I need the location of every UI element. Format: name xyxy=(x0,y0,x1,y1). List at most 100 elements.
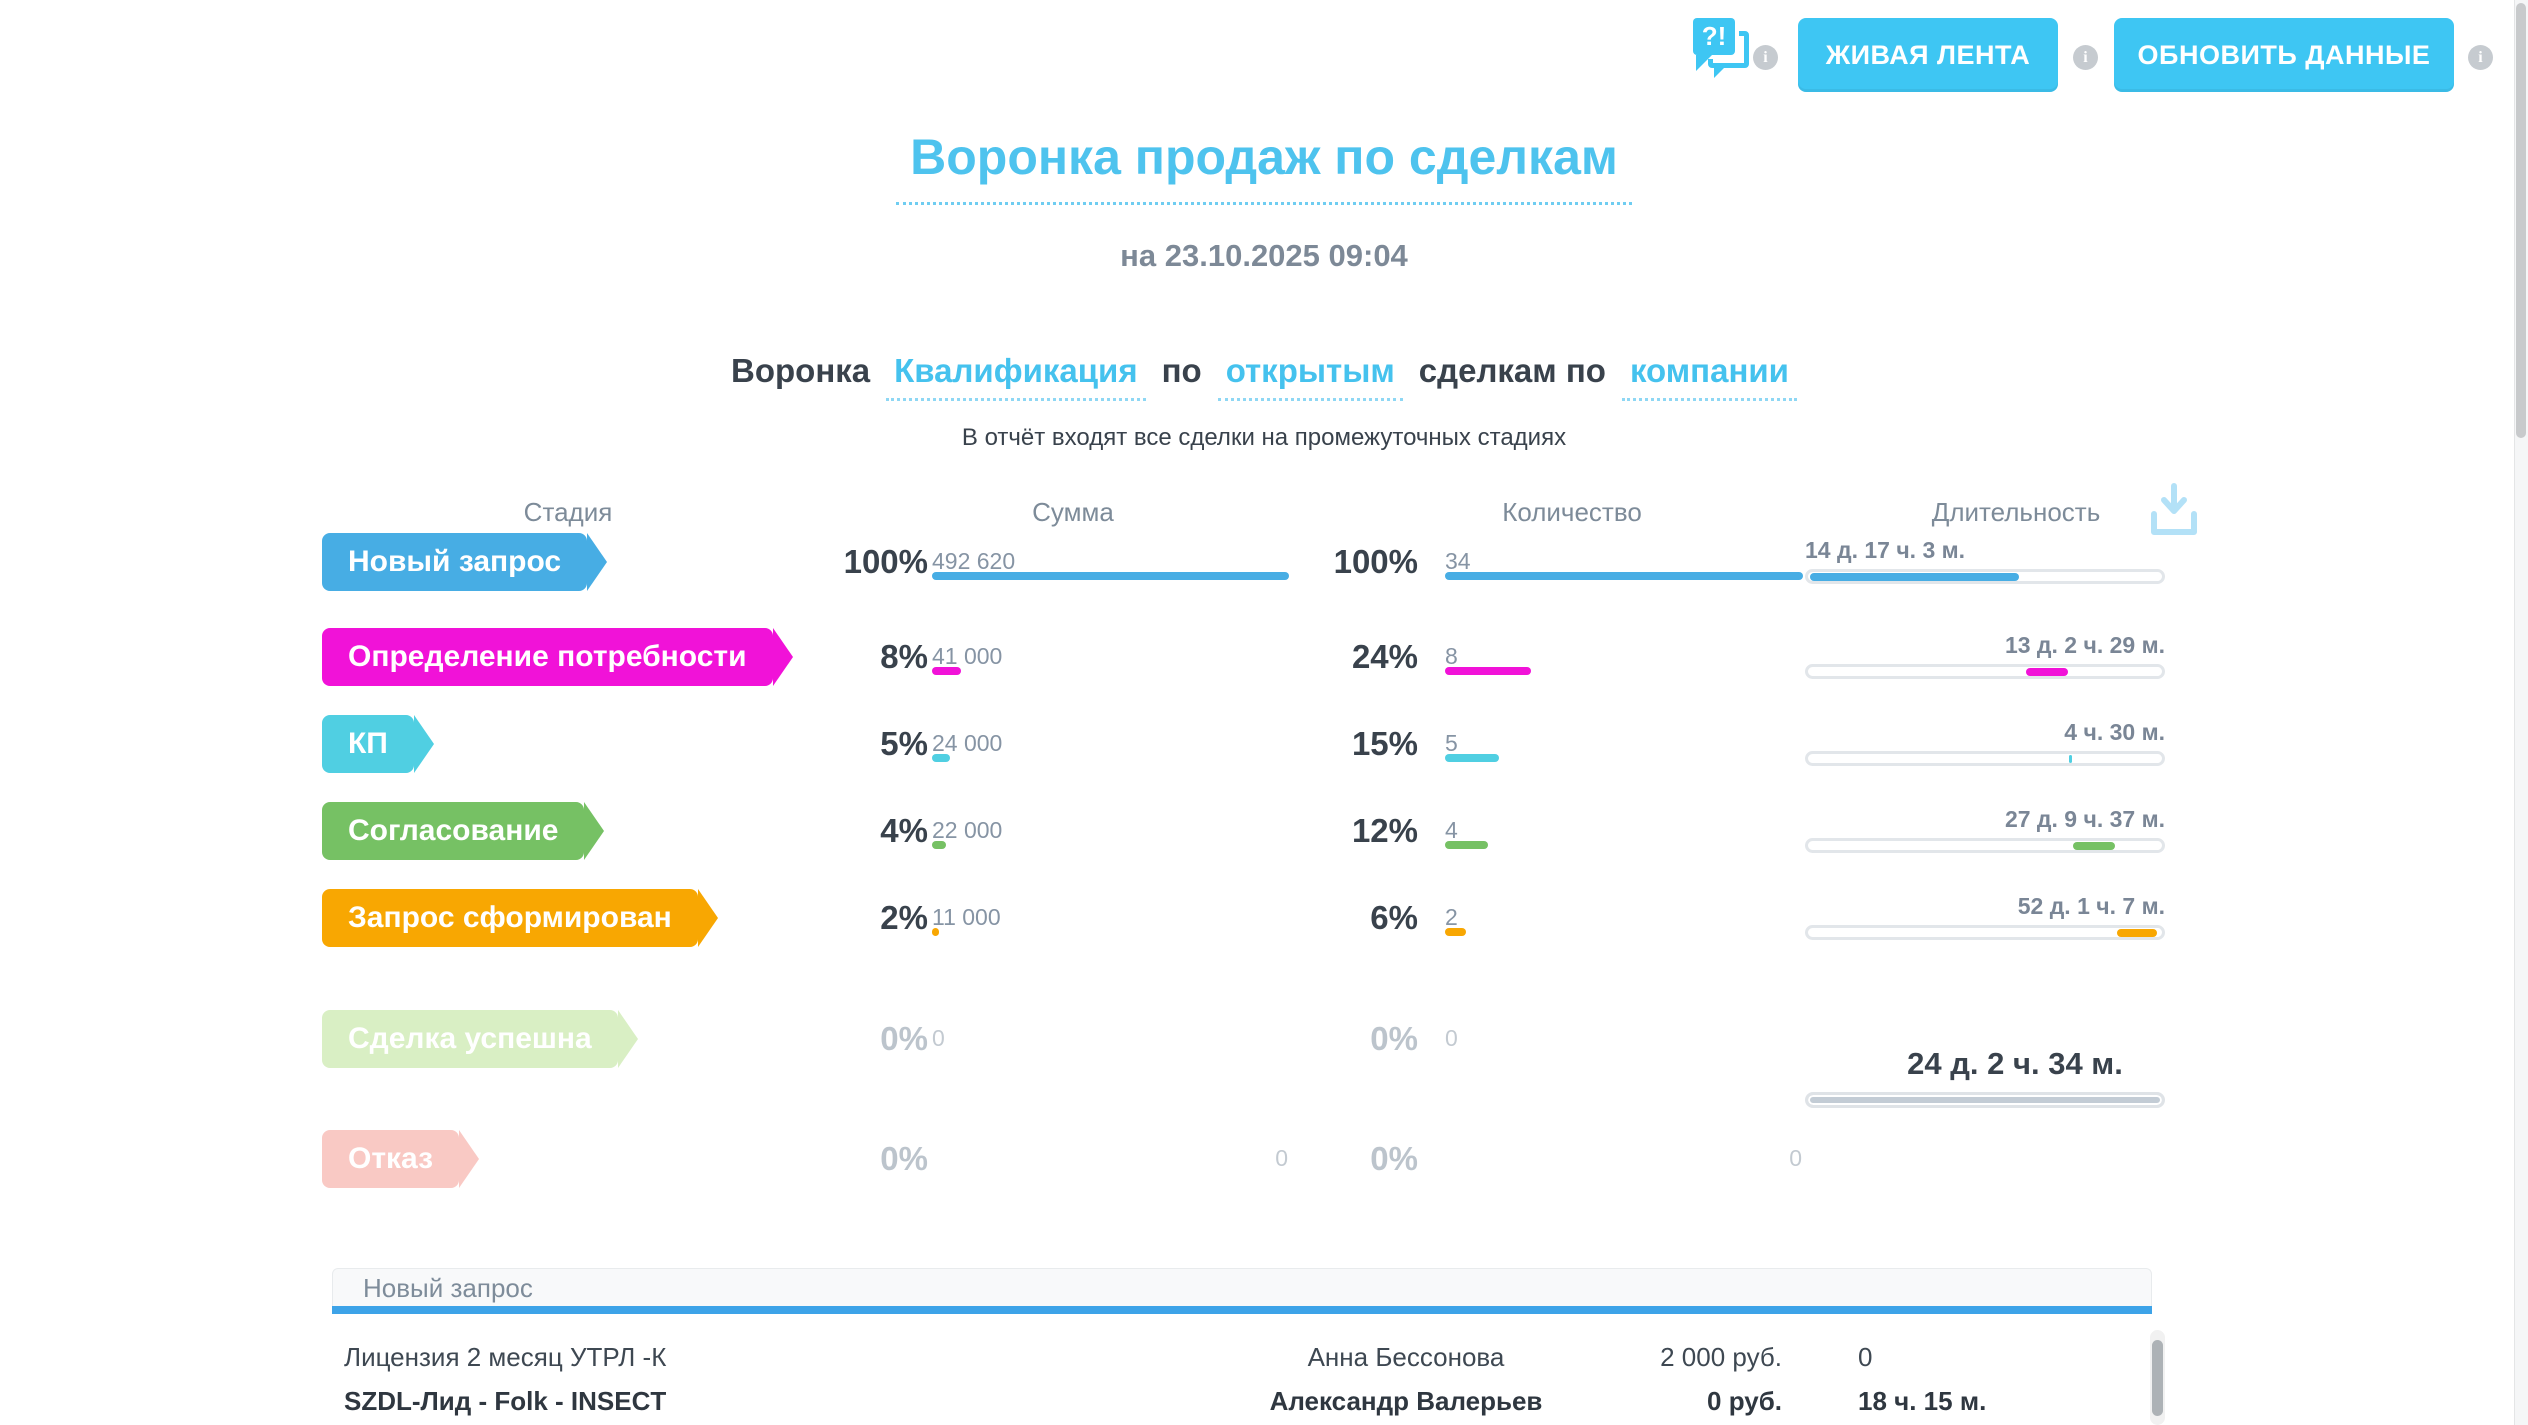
sum-percent: 100% xyxy=(843,543,928,580)
duration-label: 14 д. 17 ч. 3 м. xyxy=(1805,537,1966,563)
deal-row[interactable]: Лицензия 2 месяц УТРЛ -К Анна Бессонова … xyxy=(0,1336,2528,1378)
info-icon[interactable]: i xyxy=(2073,45,2098,70)
duration-label: 52 д. 1 ч. 7 м. xyxy=(2017,893,2165,919)
duration-bar xyxy=(1805,569,2165,584)
duration-bar xyxy=(1805,925,2165,940)
deal-name[interactable]: Лицензия 2 месяц УТРЛ -К xyxy=(344,1342,667,1372)
deal-row[interactable]: SZDL-Лид - Folk - INSECT Александр Валер… xyxy=(0,1380,2528,1422)
refresh-data-button[interactable]: ОБНОВИТЬ ДАННЫЕ xyxy=(2114,18,2454,92)
count-bar xyxy=(1445,754,1499,762)
sum-value: 0 xyxy=(932,1025,945,1051)
duration-bar xyxy=(1805,664,2165,679)
sum-bar xyxy=(932,841,947,849)
sum-value: 41 000 xyxy=(932,643,1003,669)
duration-label: 27 д. 9 ч. 37 м. xyxy=(2004,806,2165,832)
funnel-row: Новый запрос 100% 492 620 100% 34 14 д. … xyxy=(0,533,2528,591)
duration-segment xyxy=(2116,928,2158,937)
duration-segment xyxy=(1809,572,2019,581)
funnel-select-link[interactable]: Квалификация xyxy=(886,352,1146,401)
sum-bar xyxy=(932,572,1289,580)
live-feed-button[interactable]: ЖИВАЯ ЛЕНТА xyxy=(1798,18,2058,92)
sum-value: 0 xyxy=(1275,1145,1288,1171)
count-percent: 15% xyxy=(1351,725,1418,762)
sum-bar xyxy=(932,928,940,936)
count-value: 8 xyxy=(1445,643,1458,669)
download-icon[interactable] xyxy=(2148,482,2200,545)
count-percent: 6% xyxy=(1370,899,1418,936)
total-duration-label: 24 д. 2 ч. 34 м. xyxy=(1907,1046,2123,1081)
page-title-wrap: Воронка продаж по сделкам xyxy=(0,128,2528,205)
count-value: 0 xyxy=(1445,1025,1458,1051)
sum-percent: 5% xyxy=(880,725,928,762)
sum-percent: 4% xyxy=(880,812,928,849)
count-percent: 24% xyxy=(1351,638,1418,675)
grouping-select-link[interactable]: компании xyxy=(1621,352,1797,401)
stage-badge[interactable]: Отказ xyxy=(322,1130,480,1188)
info-icon[interactable]: i xyxy=(1753,45,1778,70)
sum-value: 11 000 xyxy=(932,904,1001,930)
count-bar xyxy=(1445,928,1467,936)
filter-word: Воронка xyxy=(731,352,871,389)
duration-label: 4 ч. 30 м. xyxy=(2064,719,2165,745)
count-percent: 0% xyxy=(1370,1020,1418,1057)
duration-segment xyxy=(2072,841,2116,850)
details-panel-title: Новый запрос xyxy=(363,1272,533,1303)
info-icon[interactable]: i xyxy=(2468,45,2493,70)
funnel-row: Сделка успешна 0% 0 0% 0 xyxy=(0,1010,2528,1068)
count-value: 34 xyxy=(1445,548,1471,574)
filter-word: сделкам по xyxy=(1418,352,1606,389)
deal-name[interactable]: SZDL-Лид - Folk - INSECT xyxy=(344,1386,667,1416)
count-value: 2 xyxy=(1445,904,1458,930)
sum-bar xyxy=(932,667,961,675)
chat-bubble-tail xyxy=(1696,55,1712,71)
details-scrollbar-thumb[interactable] xyxy=(2152,1340,2163,1416)
filter-word: по xyxy=(1161,352,1202,389)
count-value: 4 xyxy=(1445,817,1458,843)
sum-value: 492 620 xyxy=(932,548,1016,574)
stage-badge[interactable]: КП xyxy=(322,715,434,773)
column-header-sum: Сумма xyxy=(1032,497,1114,527)
funnel-row: Запрос сформирован 2% 11 000 6% 2 52 д. … xyxy=(0,889,2528,947)
funnel-row: КП 5% 24 000 15% 5 4 ч. 30 м. xyxy=(0,715,2528,773)
stage-badge[interactable]: Сделка успешна xyxy=(322,1010,638,1068)
deal-person: Анна Бессонова xyxy=(1307,1342,1505,1372)
page-title[interactable]: Воронка продаж по сделкам xyxy=(896,128,1632,205)
deal-state-select-link[interactable]: открытым xyxy=(1217,352,1403,401)
count-value: 0 xyxy=(1789,1145,1802,1171)
sum-bar xyxy=(932,754,950,762)
sum-value: 24 000 xyxy=(932,730,1003,756)
sum-percent: 0% xyxy=(880,1020,928,1057)
chat-bubble-front: ?! xyxy=(1693,18,1735,55)
stage-badge[interactable]: Определение потребности xyxy=(322,628,793,686)
sum-percent: 8% xyxy=(880,638,928,675)
count-bar xyxy=(1445,841,1488,849)
count-percent: 0% xyxy=(1370,1140,1418,1177)
details-panel-accent-line xyxy=(332,1306,2152,1314)
report-timestamp: на 23.10.2025 09:04 xyxy=(1120,238,1408,273)
stage-badge[interactable]: Новый запрос xyxy=(322,533,608,591)
stage-badge[interactable]: Согласование xyxy=(322,802,605,860)
count-bar xyxy=(1445,572,1803,580)
count-value: 5 xyxy=(1445,730,1458,756)
column-header-duration: Длительность xyxy=(1931,497,2101,527)
deal-duration: 18 ч. 15 м. xyxy=(1858,1386,1987,1416)
deal-person: Александр Валерьев xyxy=(1269,1386,1543,1416)
details-panel-header: Новый запрос xyxy=(332,1268,2152,1307)
count-percent: 12% xyxy=(1351,812,1418,849)
stage-badge[interactable]: Запрос сформирован xyxy=(322,889,718,947)
sum-percent: 2% xyxy=(880,899,928,936)
duration-bar xyxy=(1805,838,2165,853)
sum-percent: 0% xyxy=(880,1140,928,1177)
deal-amount: 0 руб. xyxy=(1707,1386,1782,1416)
count-bar xyxy=(1445,667,1531,675)
duration-segment xyxy=(2069,754,2073,763)
total-duration-bar xyxy=(1805,1092,2165,1108)
funnel-row: Определение потребности 8% 41 000 24% 8 … xyxy=(0,628,2528,686)
page-scrollbar-thumb[interactable] xyxy=(2516,3,2526,438)
funnel-row: Отказ 0% 0 0% 0 xyxy=(0,1130,2528,1188)
count-percent: 100% xyxy=(1333,543,1418,580)
report-filter-line: Воронка Квалификация по открытым сделкам… xyxy=(0,352,2528,401)
deal-amount: 2 000 руб. xyxy=(1660,1342,1782,1372)
live-feed-chat-icon[interactable]: ?! xyxy=(1693,18,1755,82)
